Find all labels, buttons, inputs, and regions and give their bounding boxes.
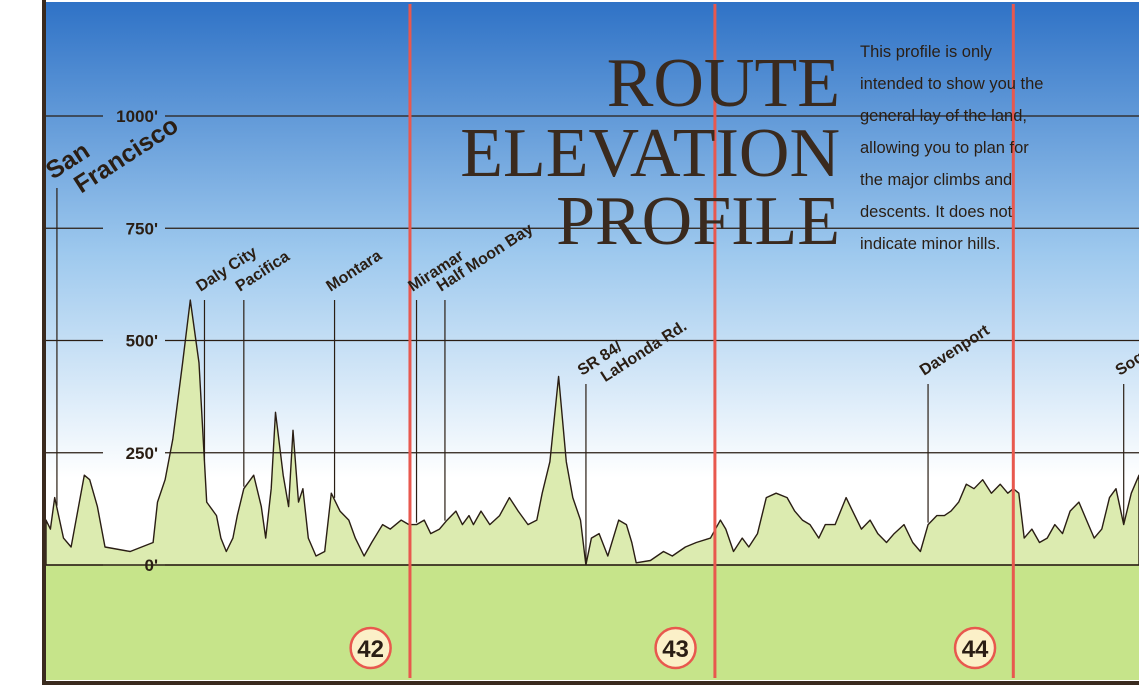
note-line: the major climbs and — [860, 171, 1012, 189]
y-tick-label: 0' — [145, 556, 159, 575]
map-section-number: 42 — [357, 636, 384, 663]
profile-note: This profile is only intended to show yo… — [860, 43, 1043, 253]
note-line: indicate minor hills. — [860, 235, 1000, 253]
map-section-number: 44 — [962, 636, 989, 663]
y-tick-label: 1000' — [116, 107, 158, 126]
ground-band — [44, 562, 1139, 680]
note-line: intended to show you the — [860, 75, 1043, 93]
map-section-badges: 42 43 44 — [349, 626, 997, 670]
chart-title: ROUTE ELEVATION PROFILE — [460, 45, 840, 260]
title-line-elevation: ELEVATION — [460, 115, 840, 192]
map-section-badge — [349, 626, 392, 670]
gridlines: 0' 250' 500' 750' 1000' — [46, 107, 1139, 575]
y-tick-label: 750' — [126, 219, 158, 238]
y-tick-label: 500' — [126, 332, 158, 351]
note-line: This profile is only — [860, 43, 993, 61]
note-line: allowing you to plan for — [860, 139, 1029, 157]
title-line-profile: PROFILE — [556, 183, 840, 260]
map-section-number: 43 — [662, 636, 689, 663]
note-line: descents. It does not — [860, 203, 1013, 221]
elevation-profile-area — [45, 299, 1139, 566]
map-dividers — [408, 4, 1015, 678]
map-section-badge — [654, 626, 697, 670]
title-line-route: ROUTE — [607, 45, 840, 122]
map-section-badge — [953, 626, 997, 670]
sky-background — [44, 2, 1139, 562]
note-line: general lay of the land, — [860, 107, 1027, 125]
y-tick-label: 250' — [126, 444, 158, 463]
